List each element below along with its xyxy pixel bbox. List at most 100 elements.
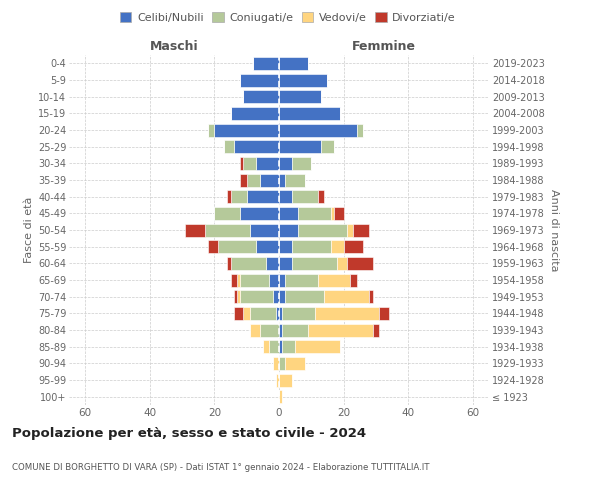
Bar — [230, 257, 266, 270]
Bar — [263, 340, 269, 353]
Y-axis label: Fasce di età: Fasce di età — [23, 197, 34, 263]
Bar — [279, 90, 321, 103]
Bar — [240, 274, 269, 286]
Bar — [279, 224, 298, 236]
Bar — [279, 390, 282, 403]
Bar — [379, 307, 389, 320]
Text: Femmine: Femmine — [352, 40, 416, 52]
Bar — [279, 207, 298, 220]
Bar — [230, 107, 279, 120]
Bar — [292, 157, 311, 170]
Bar — [292, 240, 331, 253]
Bar — [318, 190, 324, 203]
Bar — [250, 307, 276, 320]
Bar — [286, 174, 305, 186]
Bar — [260, 324, 279, 336]
Bar — [208, 124, 214, 136]
Bar — [214, 124, 279, 136]
Bar — [337, 257, 347, 270]
Bar — [279, 157, 292, 170]
Bar — [272, 357, 279, 370]
Bar — [244, 90, 279, 103]
Bar — [279, 174, 286, 186]
Bar — [286, 274, 318, 286]
Bar — [279, 290, 286, 303]
Bar — [234, 290, 237, 303]
Bar — [253, 57, 279, 70]
Bar — [240, 290, 272, 303]
Bar — [247, 174, 260, 186]
Bar — [250, 324, 260, 336]
Bar — [347, 257, 373, 270]
Bar — [240, 74, 279, 86]
Bar — [279, 307, 282, 320]
Bar — [279, 340, 282, 353]
Bar — [224, 140, 234, 153]
Bar — [260, 174, 279, 186]
Bar — [373, 324, 379, 336]
Bar — [308, 324, 373, 336]
Bar — [370, 290, 373, 303]
Bar — [279, 257, 292, 270]
Bar — [331, 207, 334, 220]
Bar — [214, 207, 240, 220]
Bar — [298, 224, 347, 236]
Bar — [234, 307, 244, 320]
Bar — [244, 157, 256, 170]
Text: COMUNE DI BORGHETTO DI VARA (SP) - Dati ISTAT 1° gennaio 2024 - Elaborazione TUT: COMUNE DI BORGHETTO DI VARA (SP) - Dati … — [12, 462, 430, 471]
Text: Popolazione per età, sesso e stato civile - 2024: Popolazione per età, sesso e stato civil… — [12, 428, 366, 440]
Bar — [208, 240, 218, 253]
Bar — [279, 57, 308, 70]
Bar — [230, 274, 237, 286]
Bar — [286, 357, 305, 370]
Bar — [350, 274, 356, 286]
Bar — [185, 224, 205, 236]
Bar — [279, 324, 282, 336]
Bar — [240, 157, 244, 170]
Bar — [230, 190, 247, 203]
Bar — [279, 140, 321, 153]
Bar — [256, 157, 279, 170]
Bar — [286, 290, 324, 303]
Bar — [292, 257, 337, 270]
Bar — [237, 290, 240, 303]
Legend: Celibi/Nubili, Coniugati/e, Vedovi/e, Divorziati/e: Celibi/Nubili, Coniugati/e, Vedovi/e, Di… — [116, 8, 460, 28]
Bar — [347, 224, 353, 236]
Bar — [240, 174, 247, 186]
Bar — [282, 307, 314, 320]
Bar — [256, 240, 279, 253]
Bar — [321, 140, 334, 153]
Bar — [279, 124, 356, 136]
Bar — [282, 340, 295, 353]
Bar — [344, 240, 363, 253]
Bar — [279, 190, 292, 203]
Bar — [279, 274, 286, 286]
Bar — [272, 290, 279, 303]
Bar — [266, 257, 279, 270]
Bar — [269, 340, 279, 353]
Bar — [324, 290, 370, 303]
Bar — [279, 74, 328, 86]
Bar — [276, 307, 279, 320]
Bar — [276, 374, 279, 386]
Bar — [331, 240, 344, 253]
Bar — [282, 324, 308, 336]
Bar — [334, 207, 344, 220]
Bar — [269, 274, 279, 286]
Bar — [234, 140, 279, 153]
Bar — [318, 274, 350, 286]
Bar — [279, 357, 286, 370]
Bar — [247, 190, 279, 203]
Bar — [356, 124, 363, 136]
Bar — [205, 224, 250, 236]
Bar — [314, 307, 379, 320]
Bar — [227, 190, 230, 203]
Bar — [218, 240, 256, 253]
Bar — [298, 207, 331, 220]
Bar — [227, 257, 230, 270]
Bar — [244, 307, 250, 320]
Bar — [240, 207, 279, 220]
Bar — [279, 107, 340, 120]
Bar — [237, 274, 240, 286]
Y-axis label: Anni di nascita: Anni di nascita — [549, 188, 559, 271]
